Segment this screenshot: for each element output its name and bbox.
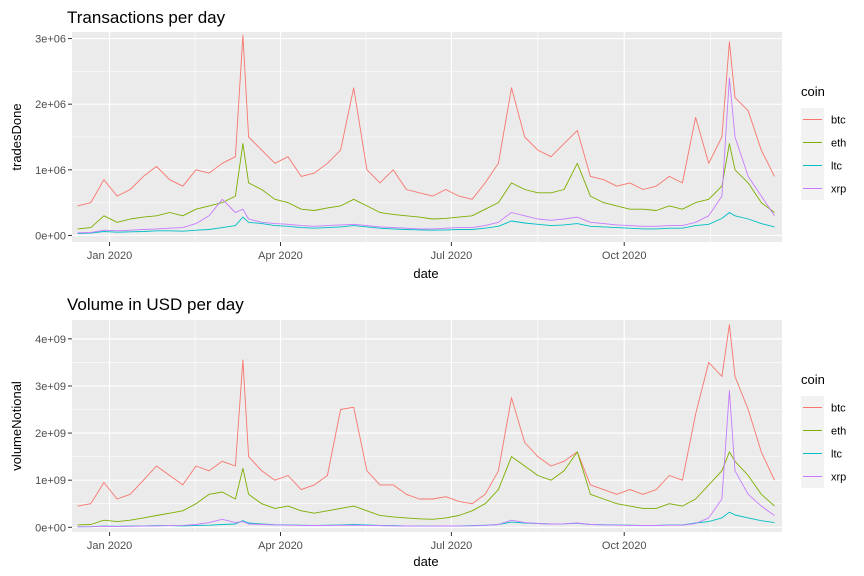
series-lines <box>77 324 775 528</box>
legend-label: eth <box>831 426 846 438</box>
panel-transactions: Transactions per day 0e+00 1e+06 2e+06 3e+0… <box>9 8 846 281</box>
legend: coin btc eth ltc xrp <box>801 372 846 488</box>
legend-label: eth <box>831 138 846 150</box>
series-line-xrp <box>77 77 775 234</box>
series-line-eth <box>77 143 775 230</box>
series-line-xrp <box>77 390 775 528</box>
y-tick-label: 1e+06 <box>35 165 66 177</box>
grid-lines <box>72 320 782 532</box>
legend-title: coin <box>801 84 825 99</box>
legend-item-eth: eth <box>801 131 846 154</box>
legend-label: ltc <box>831 161 843 173</box>
legend-label: xrp <box>831 472 846 484</box>
y-tick-labels: 0e+00 1e+06 2e+06 3e+06 <box>35 34 72 242</box>
y-tick-label: 3e+06 <box>35 34 66 46</box>
y-axis-label: volumeNotional <box>9 381 24 471</box>
legend-title: coin <box>801 372 825 387</box>
x-tick-labels: Jan 2020 Apr 2020 Jul 2020 Oct 2020 <box>87 242 647 262</box>
y-tick-label: 2e+06 <box>35 99 66 111</box>
legend-item-btc: btc <box>801 396 846 419</box>
legend-item-xrp: xrp <box>801 465 846 488</box>
legend-item-ltc: ltc <box>801 154 843 177</box>
grid-lines <box>72 32 782 242</box>
y-tick-label: 2e+09 <box>35 428 66 440</box>
legend-item-btc: btc <box>801 108 846 131</box>
series-line-btc <box>77 324 775 507</box>
legend-label: xrp <box>831 184 846 196</box>
plot-panel <box>72 320 782 532</box>
y-tick-labels: 0e+00 1e+09 2e+09 3e+09 4e+09 <box>35 334 72 534</box>
x-tick-label: Apr 2020 <box>258 540 303 552</box>
series-line-eth <box>77 451 775 526</box>
legend: coin btc eth ltc xrp <box>801 84 846 200</box>
x-axis-label: date <box>413 266 438 281</box>
legend-item-xrp: xrp <box>801 177 846 200</box>
y-tick-label: 0e+00 <box>35 230 66 242</box>
legend-item-ltc: ltc <box>801 442 843 465</box>
legend-item-eth: eth <box>801 419 846 442</box>
series-line-ltc <box>77 212 775 234</box>
y-tick-label: 3e+09 <box>35 381 66 393</box>
chart-title: Transactions per day <box>67 8 226 27</box>
x-tick-label: Jul 2020 <box>431 540 473 552</box>
legend-label: btc <box>831 115 846 127</box>
x-tick-label: Jan 2020 <box>87 540 132 552</box>
y-axis-label: tradesDone <box>9 103 24 170</box>
x-tick-label: Jan 2020 <box>87 250 132 262</box>
y-tick-label: 0e+00 <box>35 522 66 534</box>
chart-title: Volume in USD per day <box>67 295 244 314</box>
legend-label: ltc <box>831 449 843 461</box>
x-tick-label: Apr 2020 <box>258 250 303 262</box>
x-tick-labels: Jan 2020 Apr 2020 Jul 2020 Oct 2020 <box>87 532 647 552</box>
series-lines <box>77 34 775 234</box>
x-tick-label: Oct 2020 <box>602 250 647 262</box>
legend-label: btc <box>831 403 846 415</box>
series-line-btc <box>77 34 775 207</box>
x-axis-label: date <box>413 554 438 569</box>
x-tick-label: Oct 2020 <box>602 540 647 552</box>
panel-volume: Volume in USD per day 0e+00 1e+09 2e+09 3e+… <box>9 295 846 569</box>
y-tick-label: 1e+09 <box>35 475 66 487</box>
x-tick-label: Jul 2020 <box>431 250 473 262</box>
y-tick-label: 4e+09 <box>35 334 66 346</box>
